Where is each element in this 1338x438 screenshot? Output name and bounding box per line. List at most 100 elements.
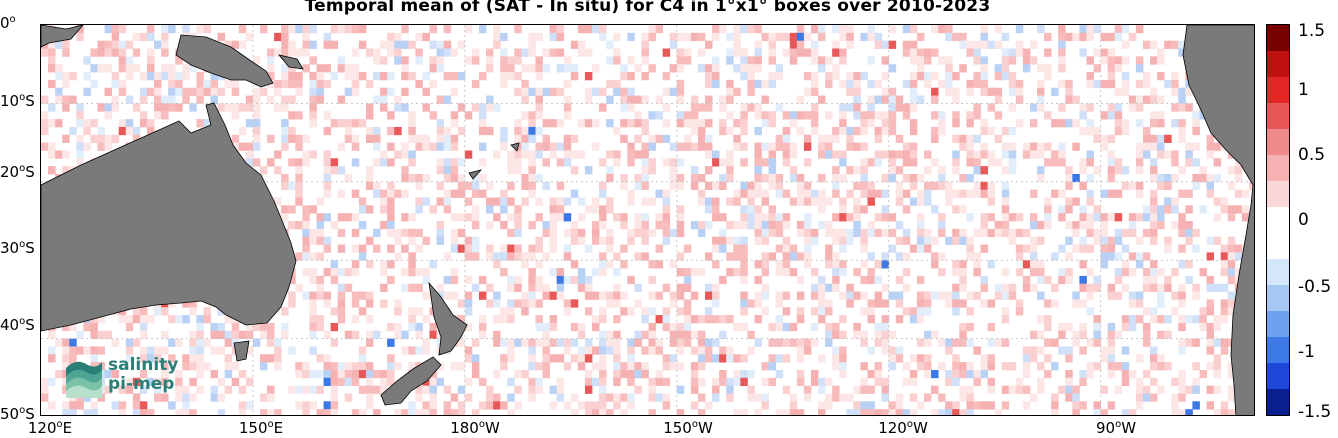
anomaly-cell	[486, 221, 494, 230]
anomaly-cell	[125, 64, 134, 73]
anomaly-cell	[1022, 142, 1031, 151]
anomaly-cell	[627, 72, 635, 81]
anomaly-cell	[662, 307, 671, 316]
anomaly-cell	[1192, 181, 1200, 191]
lon-label-120e: 120oE	[27, 419, 73, 437]
anomaly-cell	[365, 260, 374, 269]
anomaly-cell	[457, 40, 466, 49]
anomaly-cell	[295, 369, 303, 379]
anomaly-cell	[1079, 32, 1087, 42]
anomaly-cell	[973, 260, 981, 269]
anomaly-cell	[274, 166, 282, 175]
anomaly-cell	[697, 362, 706, 371]
anomaly-cell	[754, 213, 762, 222]
anomaly-cell	[563, 158, 572, 167]
anomaly-cell	[90, 79, 98, 89]
anomaly-cell	[344, 25, 353, 34]
anomaly-cell	[648, 291, 656, 300]
anomaly-cell	[1164, 244, 1172, 253]
anomaly-cell	[507, 409, 515, 415]
anomaly-cell	[267, 56, 275, 65]
anomaly-cell	[832, 126, 840, 136]
anomaly-cell	[380, 197, 388, 206]
anomaly-cell	[916, 56, 925, 65]
anomaly-cell	[154, 346, 162, 355]
anomaly-cell	[860, 142, 868, 151]
anomaly-cell	[1051, 87, 1059, 96]
anomaly-cell	[662, 205, 671, 214]
anomaly-cell	[902, 25, 911, 34]
anomaly-cell	[401, 228, 409, 238]
anomaly-cell	[599, 315, 607, 324]
anomaly-cell	[1107, 338, 1116, 347]
anomaly-cell	[627, 228, 635, 238]
anomaly-cell	[789, 393, 798, 402]
anomaly-cell	[584, 346, 593, 355]
anomaly-cell	[380, 150, 388, 159]
anomaly-cell	[938, 393, 946, 402]
anomaly-cell	[662, 197, 671, 206]
anomaly-cell	[641, 197, 649, 206]
anomaly-cell	[761, 79, 769, 89]
anomaly-cell	[676, 283, 685, 292]
anomaly-cell	[330, 369, 339, 379]
anomaly-cell	[457, 189, 466, 198]
anomaly-cell	[676, 119, 685, 128]
anomaly-cell	[1022, 228, 1031, 238]
anomaly-cell	[408, 158, 416, 167]
anomaly-cell	[380, 56, 388, 65]
anomaly-cell	[1128, 213, 1137, 222]
anomaly-cell	[697, 330, 706, 339]
anomaly-cell	[97, 103, 105, 112]
anomaly-cell	[337, 244, 346, 253]
anomaly-cell	[1001, 401, 1010, 410]
anomaly-cell	[768, 79, 777, 89]
anomaly-cell	[259, 25, 268, 34]
anomaly-cell	[267, 338, 275, 347]
anomaly-cell	[1086, 150, 1094, 159]
anomaly-cell	[323, 268, 332, 277]
anomaly-cell	[832, 362, 840, 371]
anomaly-cell	[620, 244, 628, 253]
anomaly-cell	[627, 150, 635, 159]
anomaly-cell	[118, 119, 127, 128]
anomaly-cell	[810, 228, 819, 238]
anomaly-cell	[415, 409, 423, 415]
anomaly-cell	[267, 72, 275, 81]
anomaly-cell	[471, 236, 480, 245]
anomaly-cell	[1213, 338, 1222, 347]
anomaly-cell	[528, 181, 536, 191]
anomaly-cell	[839, 119, 847, 128]
anomaly-cell	[620, 95, 628, 104]
anomaly-cell	[980, 25, 988, 34]
anomaly-cell	[1015, 377, 1024, 387]
anomaly-cell	[302, 158, 310, 167]
anomaly-cell	[210, 79, 218, 89]
anomaly-cell	[344, 213, 353, 222]
anomaly-cell	[1192, 362, 1200, 371]
anomaly-cell	[839, 126, 847, 136]
anomaly-cell	[994, 409, 1003, 415]
anomaly-cell	[1079, 244, 1087, 253]
anomaly-cell	[309, 299, 317, 308]
anomaly-cell	[803, 197, 812, 206]
anomaly-cell	[1164, 236, 1172, 245]
anomaly-cell	[584, 369, 593, 379]
anomaly-cell	[902, 307, 911, 316]
anomaly-cell	[705, 72, 713, 81]
anomaly-cell	[620, 72, 628, 81]
anomaly-cell	[867, 56, 875, 65]
anomaly-cell	[76, 346, 84, 355]
anomaly-cell	[365, 166, 374, 175]
anomaly-cell	[387, 362, 395, 371]
anomaly-cell	[655, 260, 664, 269]
anomaly-cell	[387, 189, 395, 198]
anomaly-cell	[613, 362, 621, 371]
anomaly-cell	[436, 142, 445, 151]
anomaly-cell	[111, 79, 120, 89]
anomaly-cell	[1206, 346, 1215, 355]
anomaly-cell	[1022, 401, 1031, 410]
anomaly-cell	[118, 126, 127, 136]
anomaly-cell	[1015, 307, 1024, 316]
anomaly-cell	[796, 173, 805, 183]
